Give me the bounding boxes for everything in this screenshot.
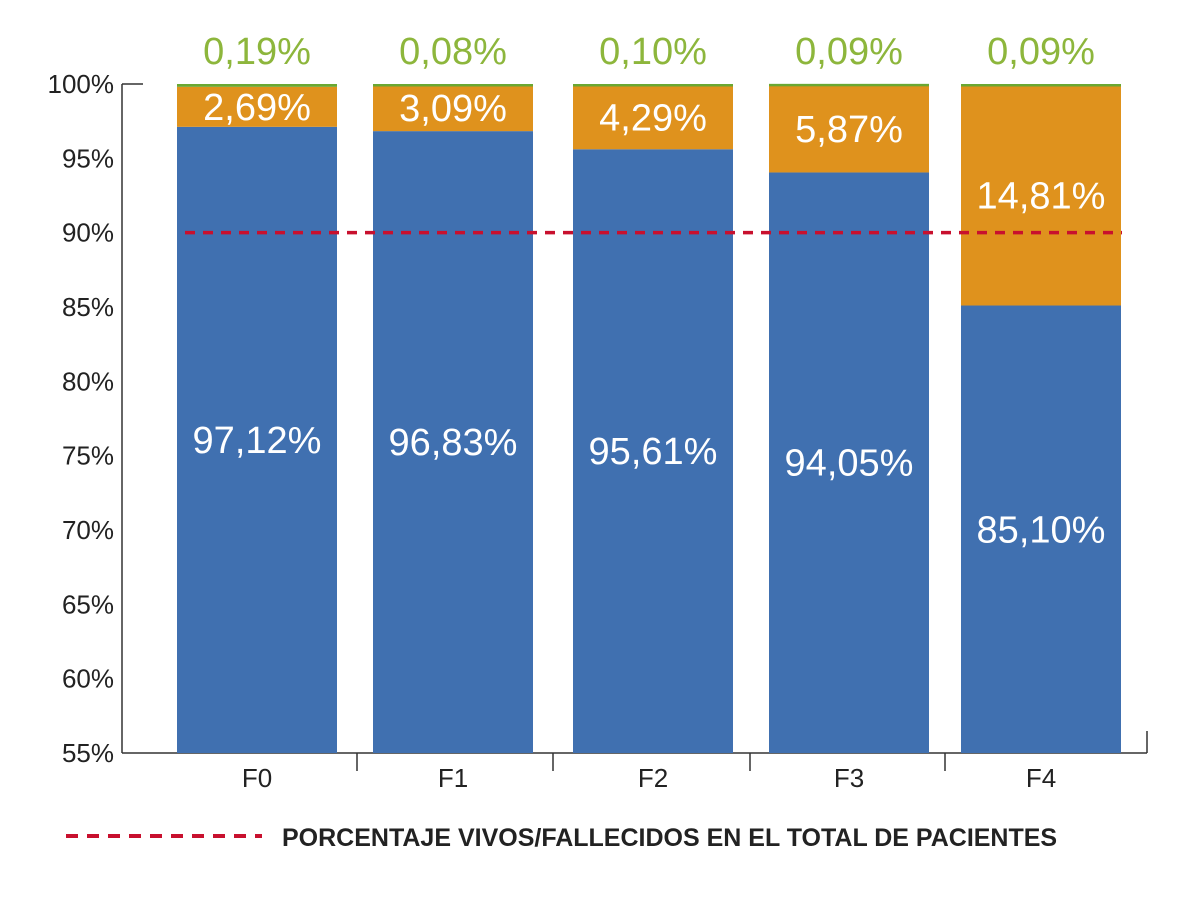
orange-segment-F0 — [177, 86, 337, 127]
orange-segment-F4 — [961, 85, 1121, 306]
y-tick-label: 80% — [62, 366, 114, 396]
y-tick-label: 90% — [62, 218, 114, 248]
y-tick-label: 95% — [62, 143, 114, 173]
orange-segment-F1 — [373, 85, 533, 132]
y-tick-label: 85% — [62, 292, 114, 322]
green-segment-label: 0,10% — [599, 31, 707, 73]
blue-segment-F1 — [373, 131, 533, 754]
y-tick-label: 60% — [62, 664, 114, 694]
green-segment-label: 0,09% — [795, 31, 903, 73]
green-segment-F3 — [769, 83, 929, 87]
y-tick-label: 55% — [62, 738, 114, 768]
legend: PORCENTAJE VIVOS/FALLECIDOS EN EL TOTAL … — [66, 824, 1057, 852]
orange-segment-label: 5,87% — [795, 109, 903, 151]
orange-segment-label: 3,09% — [399, 88, 507, 130]
blue-segment-F3 — [769, 172, 929, 753]
green-segment-F4 — [961, 84, 1121, 87]
blue-segment-label: 85,10% — [977, 509, 1106, 551]
orange-segment-F2 — [573, 85, 733, 150]
y-tick-label: 65% — [62, 589, 114, 619]
green-segment-label: 0,09% — [987, 31, 1095, 73]
orange-segment-F3 — [769, 85, 929, 173]
x-tick-label: F2 — [638, 763, 668, 793]
green-segment-label: 0,19% — [203, 31, 311, 73]
y-tick-label: 70% — [62, 515, 114, 545]
x-tick-label: F4 — [1026, 763, 1056, 793]
blue-segment-F2 — [573, 149, 733, 754]
y-tick-label: 75% — [62, 441, 114, 471]
x-tick-label: F0 — [242, 763, 272, 793]
green-segment-F1 — [373, 84, 533, 87]
x-tick-label: F1 — [438, 763, 468, 793]
blue-segment-label: 95,61% — [589, 431, 718, 473]
orange-segment-label: 4,29% — [599, 97, 707, 139]
bars — [177, 83, 1121, 754]
y-tick-label: 100% — [48, 69, 115, 99]
data-labels: 97,12% 2,69% 0,19% 96,83% 3,09% 0,08% 95,61% 4,… — [193, 31, 1106, 551]
green-segment-label: 0,08% — [399, 31, 507, 73]
blue-segment-label: 97,12% — [193, 420, 322, 462]
x-tick-label: F3 — [834, 763, 864, 793]
legend-label: PORCENTAJE VIVOS/FALLECIDOS EN EL TOTAL … — [282, 824, 1057, 852]
axes: 55% 60% 65% 70% 75% 80% 85% 90% 95% 100% F0 F1 F2 F3 F… — [48, 69, 1148, 793]
blue-segment-label: 94,05% — [785, 443, 914, 485]
orange-segment-label: 2,69% — [203, 87, 311, 129]
orange-segment-label: 14,81% — [977, 175, 1106, 217]
blue-segment-label: 96,83% — [389, 422, 518, 464]
green-segment-F2 — [573, 84, 733, 87]
green-segment-F0 — [177, 84, 337, 87]
blue-segment-F4 — [961, 305, 1121, 753]
